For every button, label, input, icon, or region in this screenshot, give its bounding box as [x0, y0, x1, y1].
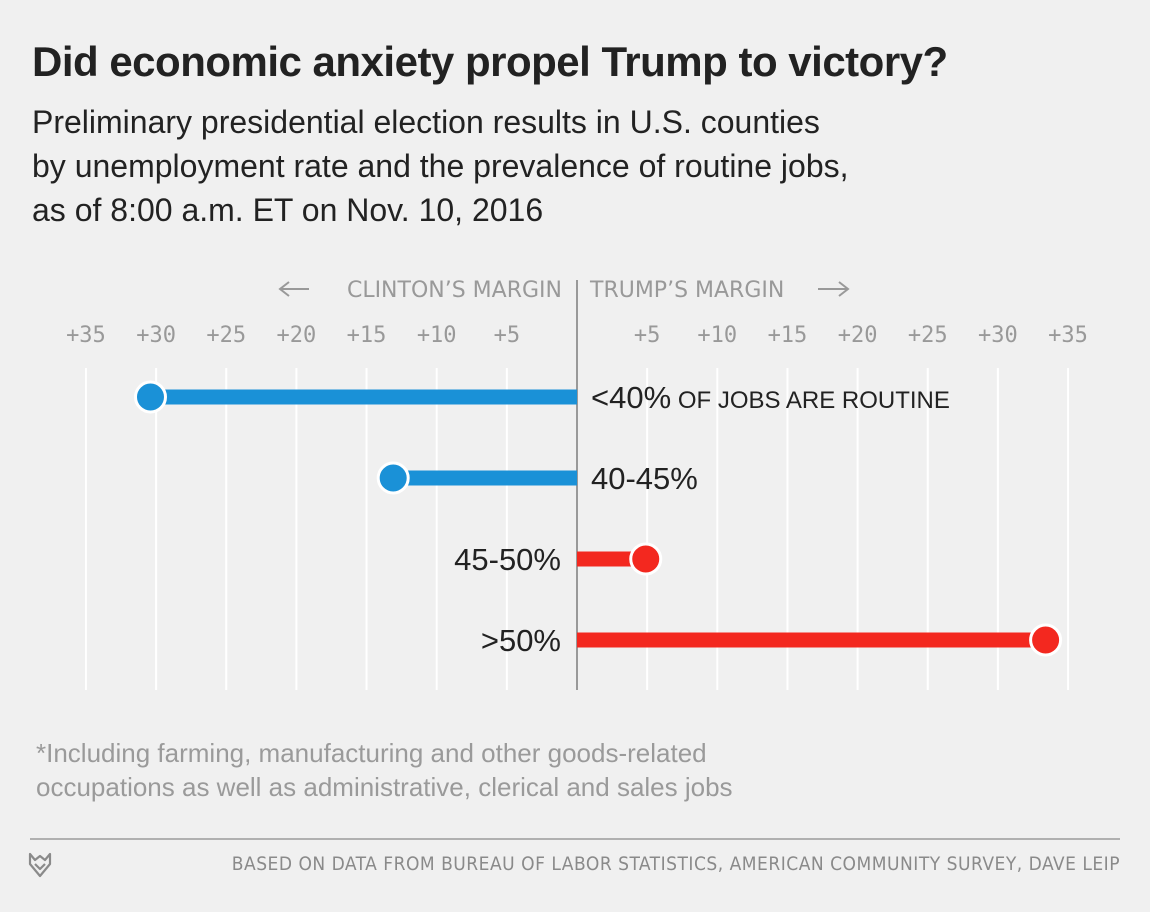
- category-label-main-3: >50%: [481, 623, 561, 658]
- chart-title: Did economic anxiety propel Trump to vic…: [32, 38, 948, 85]
- tick-label-6: +5: [494, 323, 521, 348]
- category-label-suffix-0: OF JOBS ARE ROUTINE: [671, 387, 950, 414]
- tick-label-0: +35: [66, 323, 106, 348]
- margin-chart: +35 +30 +25 +20 +15 +10 +5 +5 +10 +15 +20 +25 +30 +35…: [66, 278, 1088, 690]
- category-label-2: 45-50%: [454, 542, 561, 577]
- tick-label-9: +15: [768, 323, 808, 348]
- trump-margin-header: TRUMP’S MARGIN: [589, 278, 784, 303]
- category-label-main-1: 40-45%: [591, 461, 698, 496]
- tick-label-2: +25: [206, 323, 246, 348]
- tick-label-4: +15: [347, 323, 387, 348]
- dot-1: [376, 461, 410, 495]
- tick-label-8: +10: [697, 323, 737, 348]
- footer-divider: [30, 838, 1120, 840]
- footnote-line-2: occupations as well as administrative, c…: [36, 772, 733, 802]
- tick-label-10: +20: [838, 323, 878, 348]
- chart-subtitle: Preliminary presidential election result…: [32, 100, 1092, 232]
- source-note: BASED ON DATA FROM BUREAU OF LABOR STATI…: [231, 853, 1120, 875]
- dot-3: [1029, 623, 1063, 657]
- dot-2: [629, 542, 663, 576]
- tick-label-7: +5: [634, 323, 661, 348]
- footnote: *Including farming, manufacturing and ot…: [36, 736, 733, 804]
- tick-label-11: +25: [908, 323, 948, 348]
- right-arrow-icon: [818, 281, 850, 297]
- tick-label-5: +10: [417, 323, 457, 348]
- tick-label-1: +30: [136, 323, 176, 348]
- category-label-main-2: 45-50%: [454, 542, 561, 577]
- category-label-0: <40% OF JOBS ARE ROUTINE: [591, 380, 950, 415]
- subtitle-line-1: Preliminary presidential election result…: [32, 104, 820, 140]
- dot-0: [133, 380, 167, 414]
- category-label-1: 40-45%: [591, 461, 698, 496]
- subtitle-line-3: as of 8:00 a.m. ET on Nov. 10, 2016: [32, 192, 544, 228]
- footnote-line-1: *Including farming, manufacturing and ot…: [36, 738, 707, 768]
- tick-label-12: +30: [978, 323, 1018, 348]
- category-label-3: >50%: [481, 623, 561, 658]
- left-arrow-icon: [278, 281, 309, 297]
- tick-label-3: +20: [277, 323, 317, 348]
- clinton-margin-header: CLINTON’S MARGIN: [347, 278, 562, 303]
- category-label-main-0: <40%: [591, 380, 671, 415]
- subtitle-line-2: by unemployment rate and the prevalence …: [32, 148, 849, 184]
- fox-logo-icon: [28, 852, 52, 878]
- tick-label-13: +35: [1048, 323, 1088, 348]
